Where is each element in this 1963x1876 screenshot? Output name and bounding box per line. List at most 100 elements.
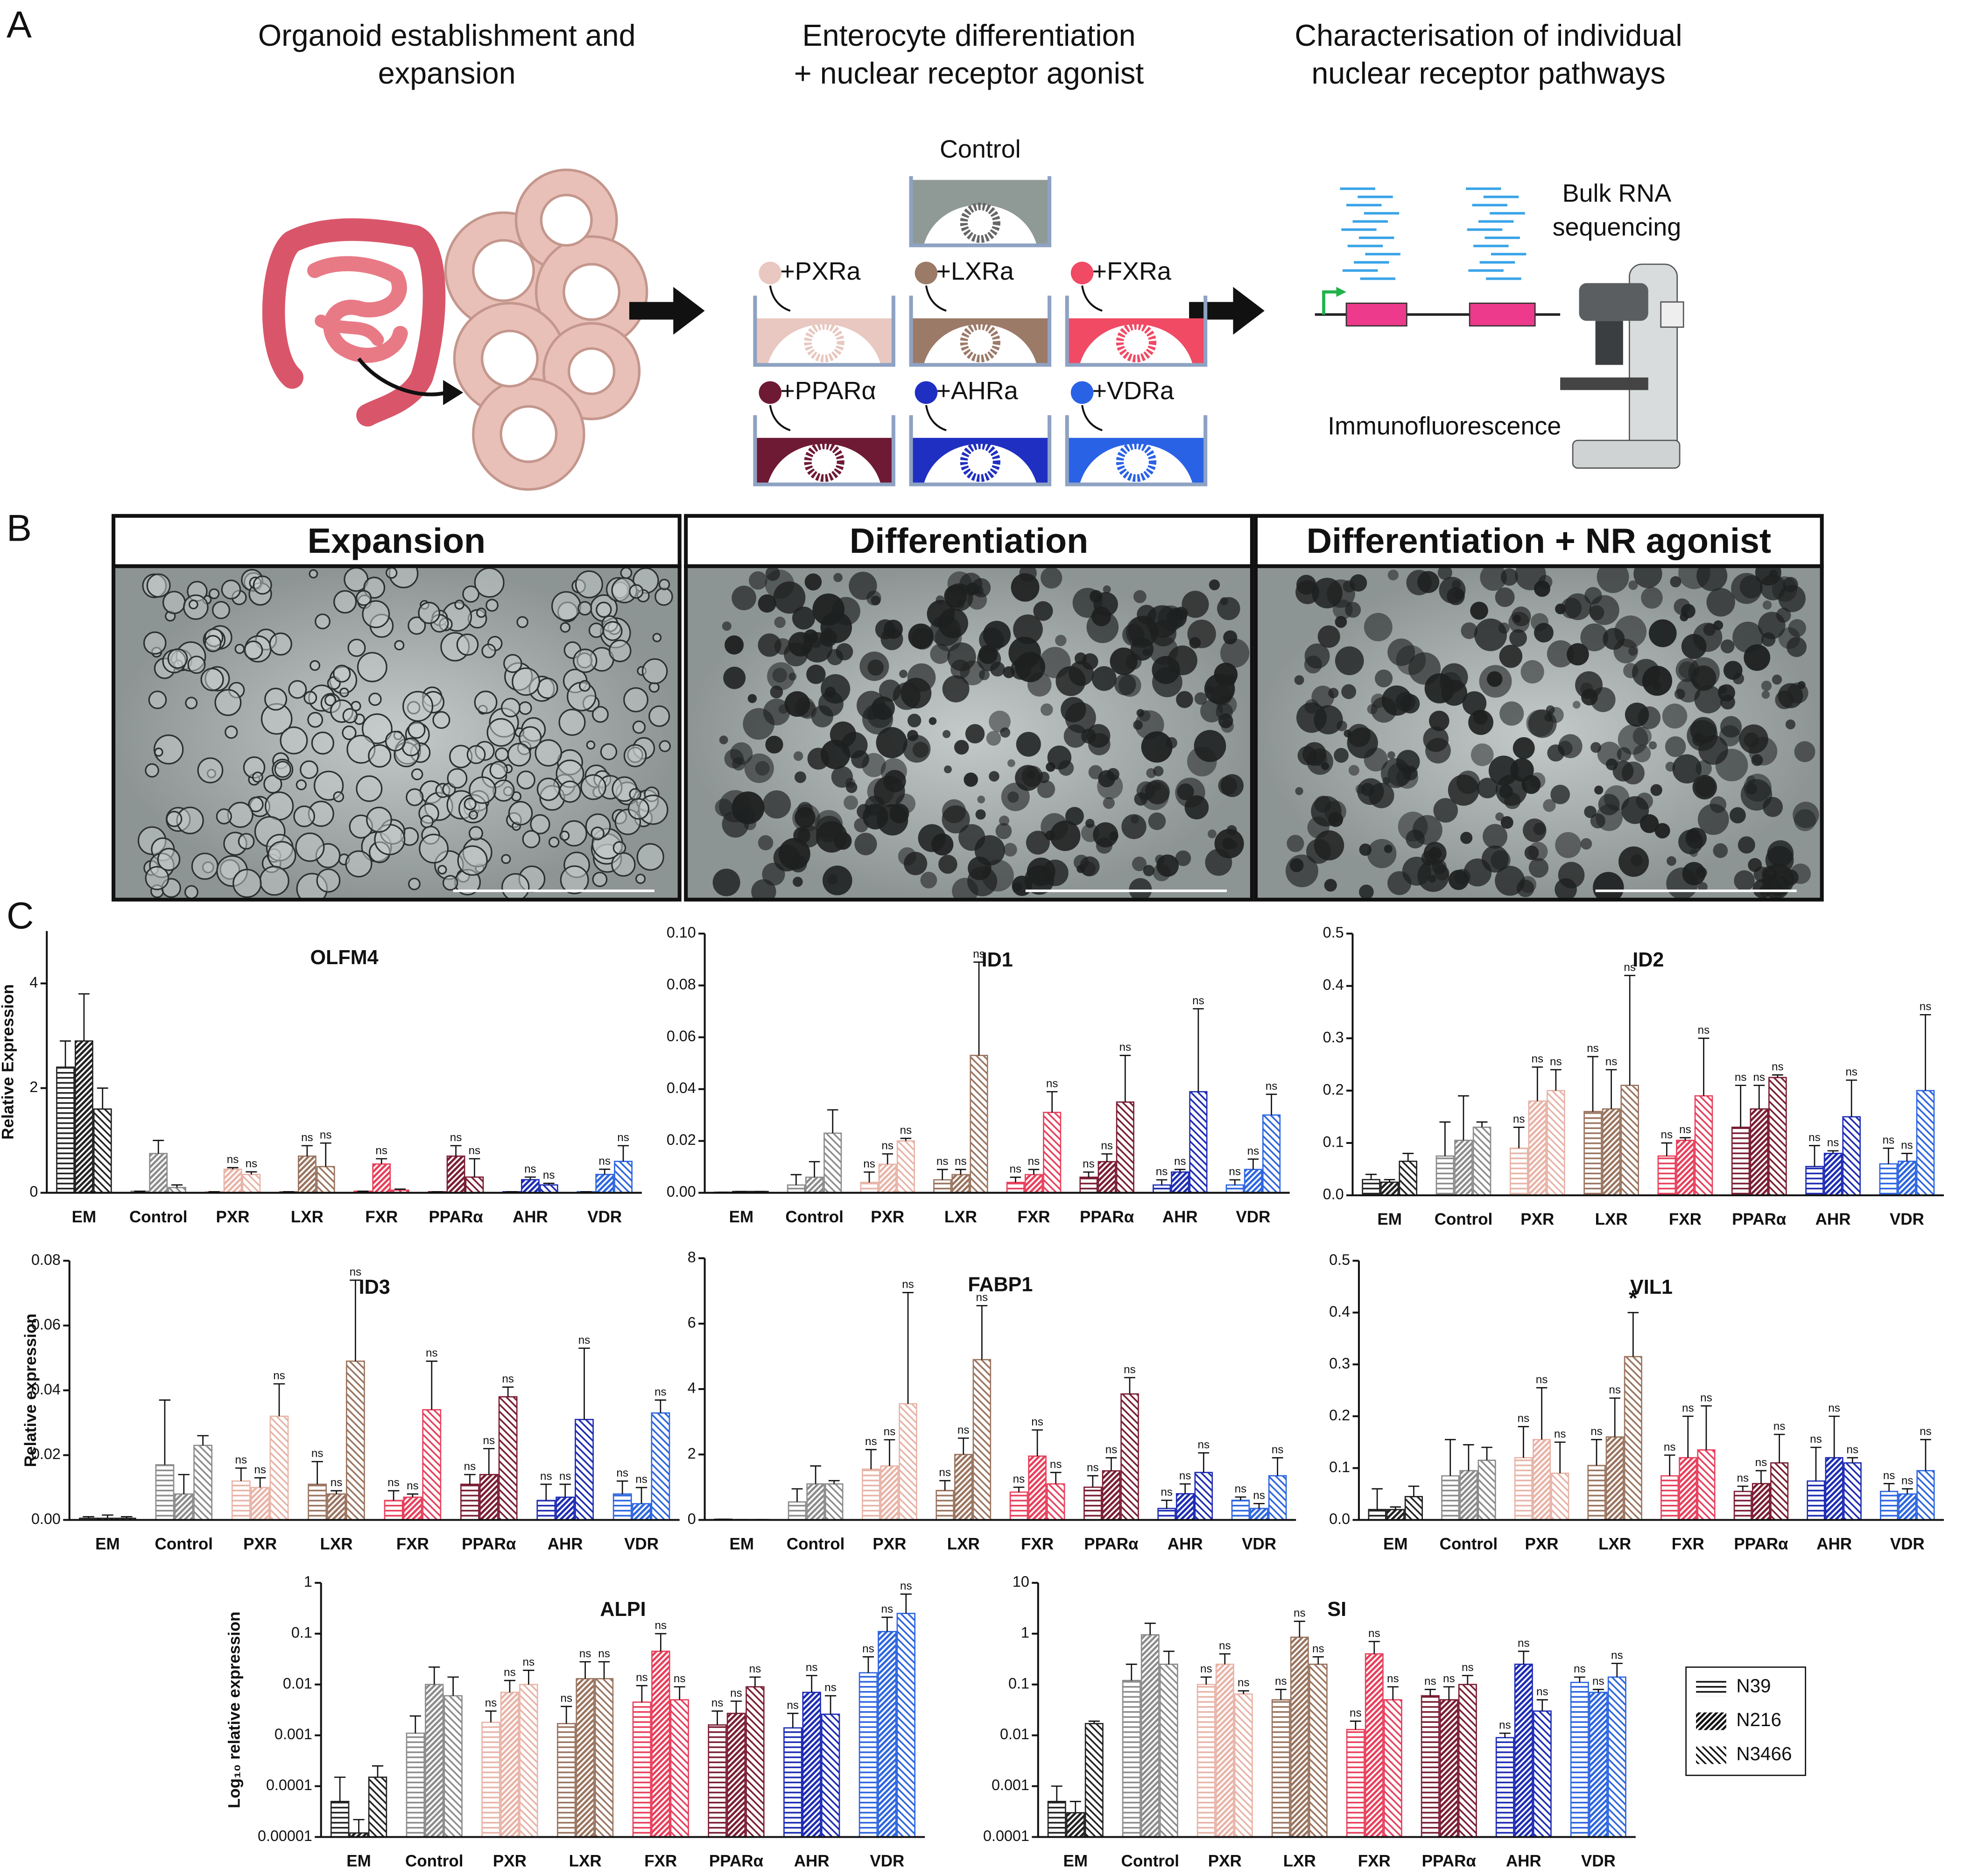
bar <box>1879 1490 1899 1521</box>
significance: ns <box>939 1467 951 1479</box>
significance: ns <box>1275 1675 1287 1688</box>
error-bar <box>827 1109 838 1134</box>
y-tick-label: 0.06 <box>31 1316 61 1333</box>
well <box>753 415 895 487</box>
significance: ns <box>1846 1443 1858 1456</box>
error-bar <box>1445 1439 1456 1476</box>
error-bar <box>616 1480 628 1494</box>
bar <box>223 1168 242 1194</box>
significance: ns <box>1105 1443 1118 1456</box>
error-bar <box>1272 1457 1283 1476</box>
x-tick-label: AHR <box>1162 1208 1198 1226</box>
error-bar <box>579 1661 591 1679</box>
x-tick-label: PPARα <box>1732 1210 1787 1228</box>
y-tick-label: 0 <box>688 1510 696 1527</box>
agonist-arrow <box>925 405 947 431</box>
error-bar <box>1532 1066 1543 1101</box>
bar <box>802 1692 821 1838</box>
chart-title: VIL1 <box>1630 1276 1673 1298</box>
bar <box>1116 1101 1134 1194</box>
bar <box>1731 1127 1750 1196</box>
significance: ns <box>655 1619 667 1632</box>
significance: ns <box>635 1473 647 1486</box>
bar <box>345 1360 365 1521</box>
bar <box>1458 1684 1477 1838</box>
chart-title: ID3 <box>359 1276 390 1298</box>
error-bar <box>1179 1483 1191 1494</box>
x-tick-label: Control <box>405 1852 463 1870</box>
significance: ns <box>863 1158 875 1171</box>
significance: ns <box>1574 1663 1586 1675</box>
error-bar <box>1810 1446 1822 1481</box>
x-tick-label: VDR <box>1890 1535 1925 1553</box>
bar <box>1383 1699 1402 1838</box>
error-bar <box>523 1670 535 1685</box>
bar <box>972 1359 992 1521</box>
axes <box>1351 933 1944 1197</box>
y-axis-label: Log₁₀ relative expression <box>225 1612 244 1808</box>
error-bar <box>787 1713 799 1728</box>
error-bar <box>1119 1055 1131 1102</box>
error-bar <box>1372 1488 1383 1510</box>
organoid-illustration <box>444 169 648 491</box>
error-bar <box>1920 1014 1931 1091</box>
error-bar <box>353 1819 365 1833</box>
y-tick-label: 0.1 <box>1323 1134 1344 1150</box>
bar <box>594 1678 614 1838</box>
significance: ns <box>1161 1486 1173 1499</box>
error-bar <box>1737 1485 1749 1492</box>
error-bar <box>939 1480 951 1491</box>
error-bar <box>1661 1142 1673 1157</box>
micrograph <box>1255 566 1822 900</box>
bar <box>1589 1692 1608 1838</box>
bar <box>1825 1457 1843 1521</box>
significance: ns <box>1200 1663 1212 1675</box>
bar <box>614 1161 633 1194</box>
y-tick-label: 0.4 <box>1323 976 1344 993</box>
error-bar <box>1901 1488 1913 1494</box>
error-bar <box>1126 1664 1137 1681</box>
significance: ns <box>957 1424 970 1436</box>
significance: ns <box>1238 1677 1250 1689</box>
axes <box>68 1261 680 1521</box>
error-bar <box>1682 1415 1694 1458</box>
error-bar <box>1010 1177 1021 1183</box>
well-label: Control <box>940 135 1021 163</box>
significance: ns <box>730 1687 742 1700</box>
bar <box>1733 1490 1752 1521</box>
error-bar <box>1846 1079 1857 1117</box>
bar <box>1215 1664 1234 1838</box>
bar <box>1805 1166 1824 1196</box>
bar <box>1514 1457 1533 1521</box>
x-tick-label: VDR <box>587 1208 622 1226</box>
bar <box>446 1155 465 1194</box>
error-bar <box>1368 1641 1380 1654</box>
rna-seq-illustration <box>1315 187 1561 327</box>
error-bar <box>1161 1499 1173 1509</box>
bar <box>632 1503 651 1521</box>
bar <box>1770 1462 1789 1521</box>
significance: ns <box>301 1131 313 1144</box>
error-bar <box>636 1685 648 1702</box>
bar <box>556 1723 576 1838</box>
error-bar <box>372 1765 384 1777</box>
significance: ns <box>1698 1024 1710 1037</box>
axes <box>1358 1261 1944 1521</box>
significance: ns <box>1679 1123 1691 1136</box>
bar <box>479 1474 499 1521</box>
error-bar <box>1829 1415 1840 1458</box>
bar <box>149 1153 168 1194</box>
bar <box>74 1040 93 1194</box>
y-tick-label: 8 <box>688 1248 696 1265</box>
bar <box>231 1480 251 1521</box>
legend-label: N216 <box>1736 1709 1781 1730</box>
step-title: nuclear receptor pathways <box>1311 56 1665 90</box>
bar <box>297 1155 317 1194</box>
error-bar <box>1083 1171 1094 1178</box>
bar <box>1234 1693 1253 1838</box>
bar <box>1098 1161 1116 1194</box>
bar <box>1472 1127 1492 1196</box>
error-bar <box>749 1676 761 1687</box>
error-bar <box>178 1474 190 1494</box>
significance: ns <box>1443 1672 1455 1685</box>
